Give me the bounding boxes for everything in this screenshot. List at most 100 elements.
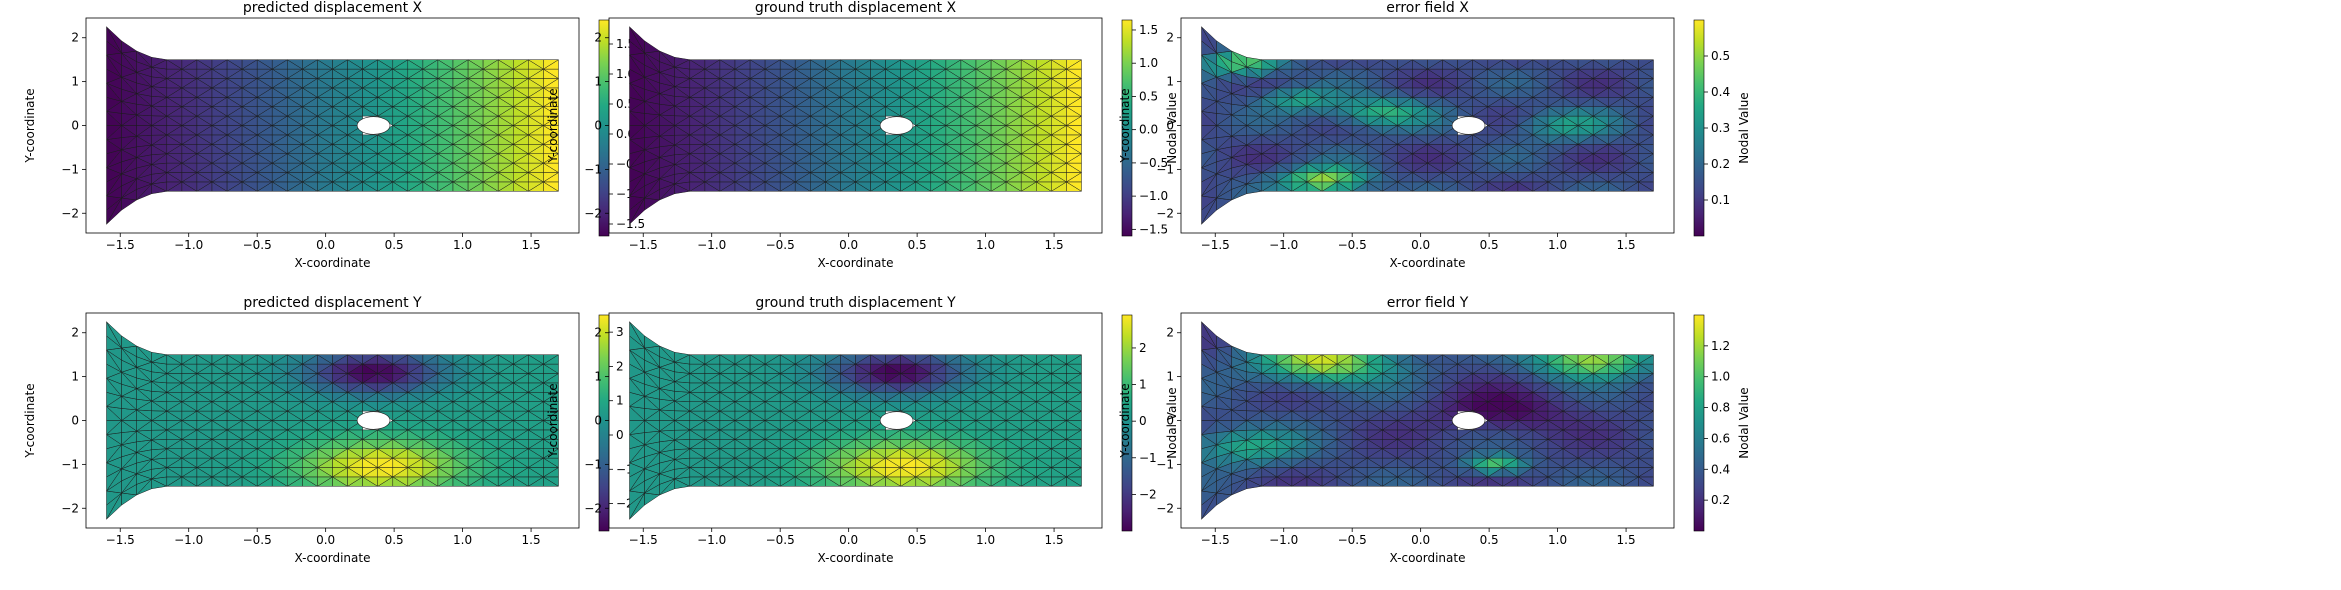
mesh-element: [975, 59, 992, 70]
colorbar-tick-label: 0: [1139, 414, 1147, 428]
mesh-element: [181, 59, 198, 70]
hole: [356, 116, 391, 135]
x-tick-label: −1.5: [106, 533, 135, 547]
mesh-element: [362, 429, 379, 440]
mesh-element: [1036, 354, 1053, 365]
mesh-element: [241, 354, 259, 365]
mesh-element: [975, 354, 992, 365]
mesh-element: [1336, 59, 1354, 70]
mesh-element: [362, 134, 379, 145]
mesh-element: [1366, 59, 1384, 70]
mesh-element: [704, 354, 721, 365]
mesh-element: [482, 59, 500, 70]
mesh-element: [422, 354, 439, 365]
colorbar-tick-label: −2: [1139, 487, 1157, 501]
mesh-element: [452, 354, 469, 365]
x-tick-label: −1.0: [697, 238, 726, 252]
x-tick-label: 0.5: [385, 238, 404, 252]
mesh-element: [885, 134, 902, 145]
x-axis-label: X-coordinate: [818, 256, 894, 270]
colorbar-tick-label: 0.1: [1711, 193, 1730, 207]
mesh-element: [1457, 354, 1474, 365]
y-tick-label: −1: [1156, 162, 1174, 176]
y-tick-label: −2: [1156, 206, 1174, 220]
mesh-element: [1397, 354, 1414, 365]
mesh: [105, 320, 560, 521]
mesh-element: [794, 354, 812, 365]
subplot-1: −1.5 −1.0 −0.5 0.0 0.5 1.0 1.5−2−1012predicted…: [23, 0, 656, 270]
x-tick-label: 0.5: [908, 238, 927, 252]
colorbar-tick-label: 0.0: [1139, 123, 1158, 137]
subplot-title: error field X: [1386, 0, 1469, 16]
mesh-element: [734, 354, 751, 365]
x-tick-label: 1.5: [1617, 238, 1636, 252]
mesh-element: [1216, 335, 1233, 349]
colorbar-gradient: [1693, 19, 1705, 237]
mesh: [628, 320, 1083, 521]
colorbar-tick-label: 1.5: [1139, 23, 1158, 37]
mesh-element: [1517, 59, 1534, 70]
mesh-element: [764, 59, 782, 70]
y-axis-label: Y-coordinate: [546, 383, 560, 458]
x-tick-label: 1.0: [1548, 238, 1567, 252]
x-axis-label: X-coordinate: [1390, 256, 1466, 270]
y-tick-label: −1: [61, 457, 79, 471]
mesh-element: [1427, 354, 1444, 365]
colorbar-tick-label: 2: [616, 359, 624, 373]
x-tick-label: −1.0: [1269, 238, 1298, 252]
colorbar-tick-label: 0.3: [1711, 121, 1730, 135]
mesh-element: [151, 352, 168, 363]
colorbar-tick-label: 0.5: [1711, 49, 1730, 63]
mesh-element: [513, 59, 530, 70]
mesh-element: [1276, 354, 1293, 365]
mesh-element: [1487, 354, 1504, 365]
mesh-element: [1276, 59, 1293, 70]
mesh-element: [1216, 40, 1233, 54]
x-tick-label: −0.5: [766, 533, 795, 547]
colorbar-label: Nodal Value: [1165, 92, 1179, 163]
y-tick-label: 0: [594, 414, 602, 428]
mesh-element: [1005, 59, 1023, 70]
mesh-element: [211, 59, 228, 70]
mesh-element: [1638, 59, 1655, 70]
hole: [1451, 116, 1486, 135]
x-tick-label: 0.0: [839, 238, 858, 252]
x-tick-label: 0.5: [1480, 238, 1499, 252]
x-tick-label: −1.5: [106, 238, 135, 252]
x-tick-label: 1.5: [522, 238, 541, 252]
mesh-element: [1397, 59, 1414, 70]
mesh-element: [392, 354, 409, 365]
mesh-element: [1005, 354, 1023, 365]
y-tick-label: −2: [584, 501, 602, 515]
mesh-element: [1306, 59, 1323, 70]
x-tick-label: −1.5: [1201, 238, 1230, 252]
subplot-title: ground truth displacement Y: [755, 295, 956, 311]
x-tick-label: 0.0: [316, 533, 335, 547]
colorbar-tick-label: 1.0: [1139, 56, 1158, 70]
mesh-element: [1608, 59, 1625, 70]
hole: [356, 411, 391, 430]
colorbar-tick-label: 2: [1139, 341, 1147, 355]
x-tick-label: 0.5: [385, 533, 404, 547]
subplot-4: −1.5 −1.0 −0.5 0.0 0.5 1.0 1.5−2−1012predicted…: [23, 295, 656, 565]
mesh-element: [332, 59, 349, 70]
colorbar-tick-label: −0.5: [1139, 156, 1168, 170]
y-tick-label: 1: [71, 75, 79, 89]
mesh-element: [885, 429, 902, 440]
y-tick-label: 1: [594, 370, 602, 384]
mesh: [1200, 25, 1655, 226]
mesh-element: [151, 57, 168, 68]
mesh: [1200, 320, 1655, 521]
subplot-title: predicted displacement Y: [243, 295, 422, 311]
colorbar-tick-label: −1.5: [616, 217, 645, 231]
colorbar-tick-label: 3: [616, 325, 624, 339]
colorbar-gradient: [1121, 314, 1133, 532]
mesh-element: [1547, 59, 1564, 70]
mesh-element: [1246, 57, 1263, 68]
x-tick-label: −0.5: [1338, 238, 1367, 252]
mesh-element: [704, 59, 721, 70]
mesh-element: [121, 335, 138, 349]
